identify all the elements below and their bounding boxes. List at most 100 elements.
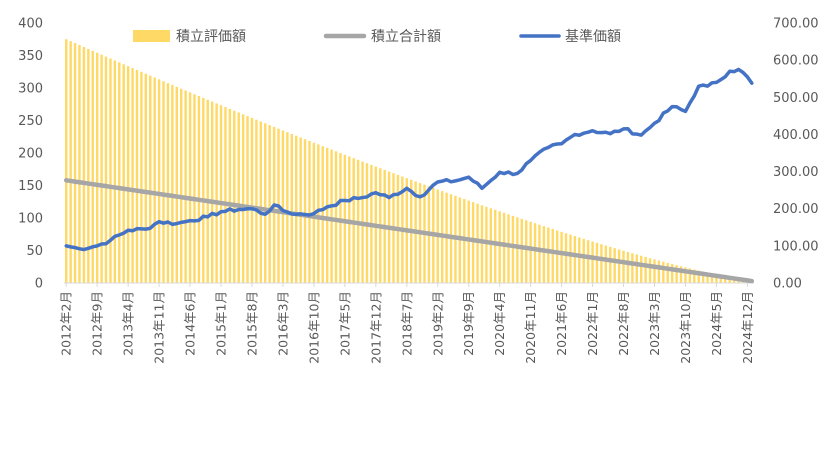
bar-118 — [586, 240, 590, 283]
bar-21 — [157, 79, 161, 284]
x-tick-label: 2016年3月 — [275, 291, 290, 356]
bar-142 — [693, 269, 696, 283]
left-tick-label: 400 — [18, 17, 43, 32]
bar-101 — [511, 215, 515, 283]
bar-124 — [613, 248, 616, 283]
x-tick-label: 2020年11月 — [523, 291, 538, 364]
x-tick-label: 2015年8月 — [244, 291, 259, 356]
bar-133 — [653, 259, 656, 283]
bar-129 — [635, 254, 638, 283]
bar-29 — [193, 94, 196, 283]
bar-112 — [560, 231, 563, 283]
x-tick-label: 2022年1月 — [585, 291, 600, 356]
bar-17 — [140, 71, 143, 283]
legend-label: 積立評価額 — [176, 29, 246, 45]
left-tick-label: 200 — [18, 147, 43, 162]
bar-22 — [162, 81, 165, 283]
legend-label: 基準価額 — [565, 28, 621, 45]
bar-107 — [538, 224, 541, 283]
bar-115 — [573, 236, 577, 283]
bar-125 — [617, 249, 621, 283]
x-tick-label: 2016年10月 — [306, 291, 321, 364]
bar-33 — [210, 101, 214, 284]
bar-8 — [100, 54, 103, 284]
bar-62 — [339, 153, 342, 283]
bar-111 — [555, 230, 559, 283]
x-tick-label: 2013年4月 — [121, 291, 136, 356]
bar-23 — [166, 83, 170, 284]
bar-102 — [516, 217, 519, 283]
bar-130 — [640, 255, 643, 283]
x-tick-label: 2013年11月 — [152, 291, 167, 364]
right-tick-label: 100.00 — [773, 239, 819, 254]
bar-121 — [600, 244, 603, 283]
right-tick-label: 400.00 — [773, 128, 819, 143]
x-tick-label: 2014年6月 — [183, 291, 198, 356]
bar-11 — [113, 60, 117, 284]
bar-50 — [286, 132, 289, 283]
x-tick-label: 2020年4月 — [492, 291, 507, 356]
x-tick-label: 2024年5月 — [709, 291, 724, 356]
bar-55 — [308, 140, 311, 283]
legend-label: 積立合計額 — [371, 29, 441, 45]
series-line-nav — [64, 67, 754, 252]
left-tick-label: 0 — [35, 277, 43, 292]
bar-25 — [175, 86, 178, 283]
bar-44 — [259, 121, 263, 283]
x-tick-label: 2023年3月 — [647, 291, 662, 356]
bar-136 — [666, 262, 669, 283]
bar-140 — [684, 267, 687, 283]
x-tick-label: 2017年12月 — [368, 291, 383, 364]
bar-36 — [224, 107, 227, 283]
bar-40 — [241, 114, 245, 283]
bar-92 — [471, 202, 475, 283]
bar-5 — [87, 48, 90, 284]
x-tick-label: 2019年2月 — [430, 291, 445, 356]
bar-0 — [65, 39, 68, 283]
bar-45 — [264, 123, 267, 283]
bar-145 — [706, 272, 709, 283]
bar-27 — [184, 90, 187, 283]
bar-12 — [118, 62, 121, 283]
bar-146 — [710, 273, 714, 283]
bar-110 — [551, 229, 554, 283]
right-tick-label: 600.00 — [773, 54, 819, 69]
bar-106 — [533, 223, 537, 283]
bar-116 — [578, 237, 581, 283]
bar-117 — [582, 238, 585, 283]
bar-91 — [467, 200, 470, 283]
bar-144 — [701, 271, 705, 283]
bar-96 — [489, 208, 493, 283]
bar-39 — [237, 112, 240, 283]
x-tick-label: 2017年5月 — [337, 291, 352, 356]
left-tick-label: 150 — [18, 179, 43, 194]
bar-128 — [631, 253, 634, 283]
x-tick-label: 2022年8月 — [616, 291, 631, 356]
bar-63 — [343, 154, 347, 283]
bar-148 — [719, 275, 723, 283]
bar-34 — [215, 103, 218, 283]
bar-139 — [679, 266, 683, 283]
bar-46 — [268, 125, 271, 283]
bar-137 — [670, 264, 674, 283]
bar-100 — [507, 214, 510, 283]
bar-120 — [595, 242, 599, 283]
bar-57 — [317, 144, 320, 283]
bar-51 — [290, 133, 293, 283]
bar-108 — [542, 226, 546, 283]
bar-52 — [295, 135, 298, 283]
right-tick-label: 0.00 — [773, 277, 802, 292]
bar-26 — [180, 88, 183, 284]
bar-19 — [149, 75, 152, 284]
bar-41 — [246, 116, 249, 284]
bar-132 — [648, 258, 652, 283]
bar-119 — [591, 241, 594, 283]
x-tick-label: 2012年2月 — [59, 291, 74, 356]
bar-131 — [644, 256, 647, 283]
bar-105 — [529, 221, 532, 283]
bar-138 — [675, 265, 678, 283]
bar-16 — [135, 69, 139, 283]
bar-10 — [109, 58, 112, 283]
